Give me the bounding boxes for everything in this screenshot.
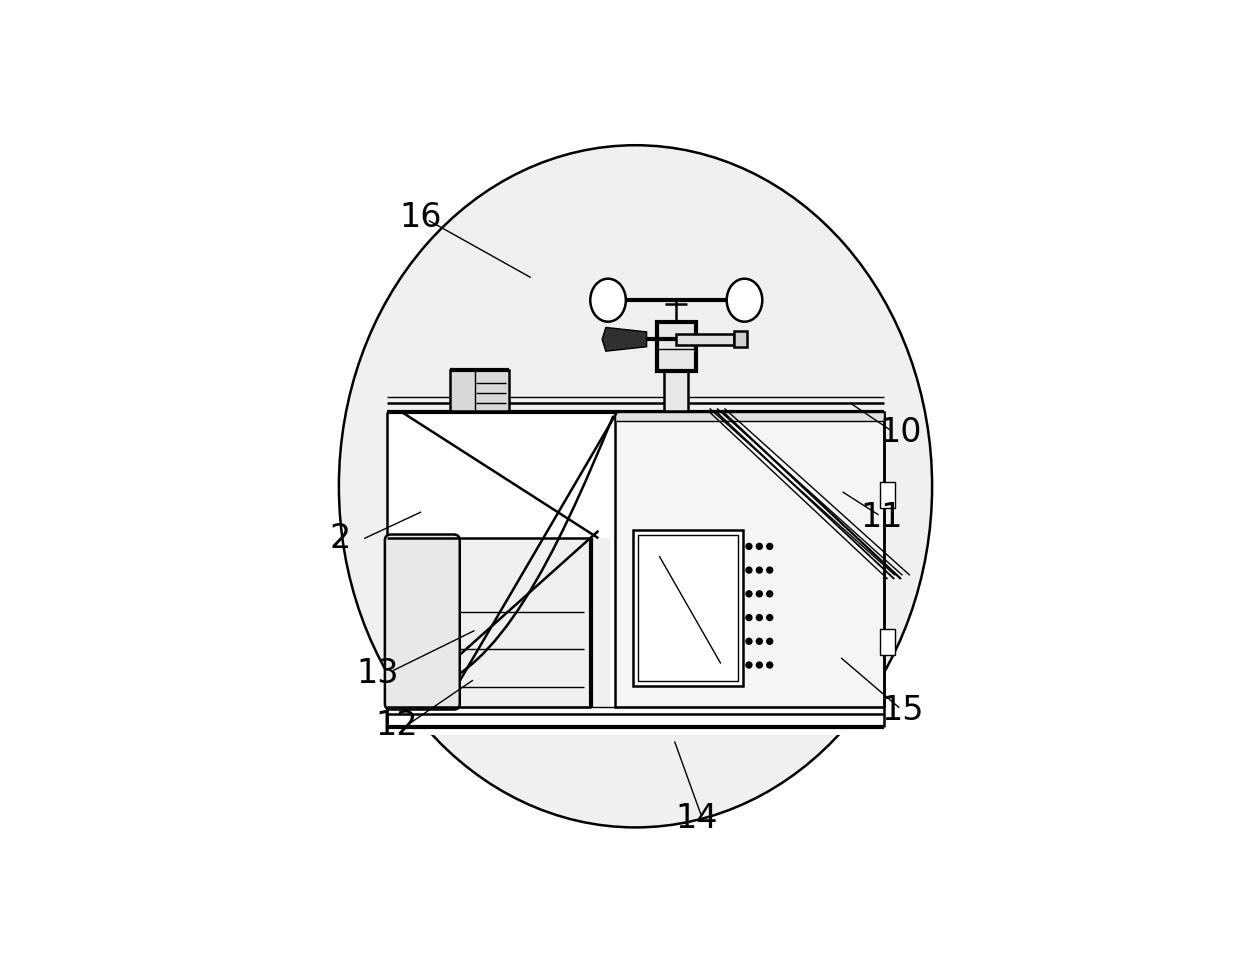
Circle shape <box>746 662 751 668</box>
Text: 13: 13 <box>356 657 399 690</box>
Bar <box>615 412 884 707</box>
Circle shape <box>756 614 763 620</box>
Circle shape <box>756 543 763 549</box>
Circle shape <box>766 662 773 668</box>
Bar <box>387 412 884 735</box>
Bar <box>880 482 895 508</box>
Bar <box>676 334 734 345</box>
Ellipse shape <box>727 278 763 322</box>
Circle shape <box>756 638 763 644</box>
Circle shape <box>756 591 763 597</box>
Bar <box>634 530 743 686</box>
Text: 14: 14 <box>675 802 718 835</box>
Text: 11: 11 <box>861 501 903 534</box>
Bar <box>665 371 688 411</box>
Circle shape <box>766 614 773 620</box>
FancyBboxPatch shape <box>384 534 460 710</box>
Bar <box>657 323 696 371</box>
Ellipse shape <box>590 278 626 322</box>
Circle shape <box>746 567 751 573</box>
Circle shape <box>746 614 751 620</box>
Circle shape <box>766 543 773 549</box>
Circle shape <box>756 567 763 573</box>
Bar <box>391 538 610 707</box>
Bar <box>450 370 510 410</box>
Bar <box>880 629 895 655</box>
Polygon shape <box>603 327 646 351</box>
Circle shape <box>746 591 751 597</box>
Ellipse shape <box>339 145 932 827</box>
Bar <box>734 331 748 348</box>
Text: 2: 2 <box>330 522 351 555</box>
Circle shape <box>756 662 763 668</box>
Text: 16: 16 <box>399 201 441 234</box>
Text: 15: 15 <box>882 693 924 727</box>
Circle shape <box>746 638 751 644</box>
Bar <box>639 535 738 681</box>
Text: 12: 12 <box>376 709 418 742</box>
Circle shape <box>766 567 773 573</box>
Circle shape <box>746 543 751 549</box>
Text: 10: 10 <box>879 416 923 450</box>
Circle shape <box>766 591 773 597</box>
Bar <box>615 412 884 421</box>
Circle shape <box>766 638 773 644</box>
